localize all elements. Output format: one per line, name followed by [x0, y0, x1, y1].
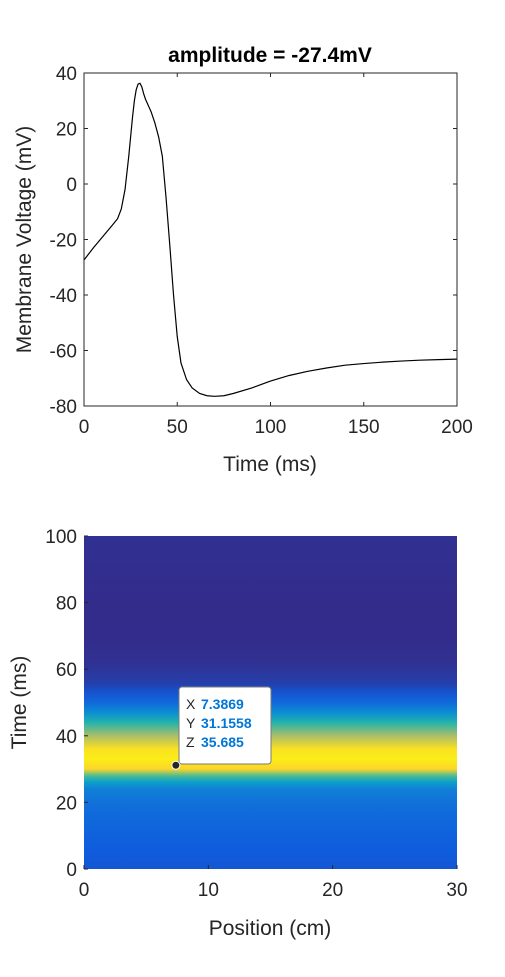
- y-axis-label: Membrane Voltage (mV): [13, 126, 36, 354]
- voltage-trace-line: [83, 82, 458, 397]
- x-axis-label: Position (cm): [209, 917, 332, 940]
- y-tick-label: -60: [50, 342, 77, 363]
- datatip-z-key: Z: [186, 734, 195, 750]
- datatip-marker[interactable]: [171, 760, 181, 770]
- x-tick-label: 150: [348, 417, 380, 438]
- y-tick-label: 100: [45, 527, 77, 548]
- y-tick-label: -40: [50, 286, 77, 307]
- y-axis-label: Time (ms): [8, 656, 31, 750]
- y-tick-label: 20: [56, 793, 77, 814]
- x-tick-label: 10: [198, 880, 219, 901]
- y-tick-label: 0: [66, 860, 77, 881]
- x-tick-label: 100: [255, 417, 287, 438]
- x-tick-label: 0: [79, 417, 90, 438]
- x-axis-label: Time (ms): [223, 453, 317, 476]
- y-tick-label: 40: [56, 727, 77, 748]
- plot-title: amplitude = -27.4mV: [168, 44, 372, 67]
- datatip[interactable]: X 7.3869 Y 31.1558 Z 35.685: [171, 686, 272, 770]
- x-tick-label: 30: [446, 880, 467, 901]
- datatip-box: [178, 686, 272, 765]
- datatip-y-key: Y: [186, 715, 196, 731]
- datatip-x-value: 7.3869: [201, 696, 244, 712]
- top-axis-ticks: 0 50 100 150 200 -80 -60 -40 -20 0 20 40: [50, 64, 473, 438]
- x-tick-label: 50: [167, 417, 188, 438]
- y-tick-label: -20: [50, 231, 77, 252]
- x-tick-label: 20: [322, 880, 343, 901]
- voltage-plot: amplitude = -27.4mV 0 50 100 150 200-80-60-4…: [13, 44, 473, 476]
- y-tick-label: 0: [66, 175, 77, 196]
- datatip-z-value: 35.685: [201, 734, 244, 750]
- heatmap-plot: 0 10 20 30 0 20 40 60 80 100 Position (cm) Time (…: [8, 527, 468, 940]
- x-tick-label: 200: [441, 417, 473, 438]
- plot-area: [84, 73, 457, 406]
- bottom-axis-ticks: 0 10 20 30 0 20 40 60 80 100: [45, 527, 467, 901]
- y-tick-label: -80: [50, 397, 77, 418]
- datatip-x-key: X: [186, 696, 196, 712]
- y-tick-label: 40: [56, 64, 77, 85]
- y-tick-label: 80: [56, 594, 77, 615]
- y-tick-label: 60: [56, 660, 77, 681]
- x-tick-label: 0: [79, 880, 90, 901]
- datatip-y-value: 31.1558: [201, 715, 252, 731]
- y-tick-label: 20: [56, 120, 77, 141]
